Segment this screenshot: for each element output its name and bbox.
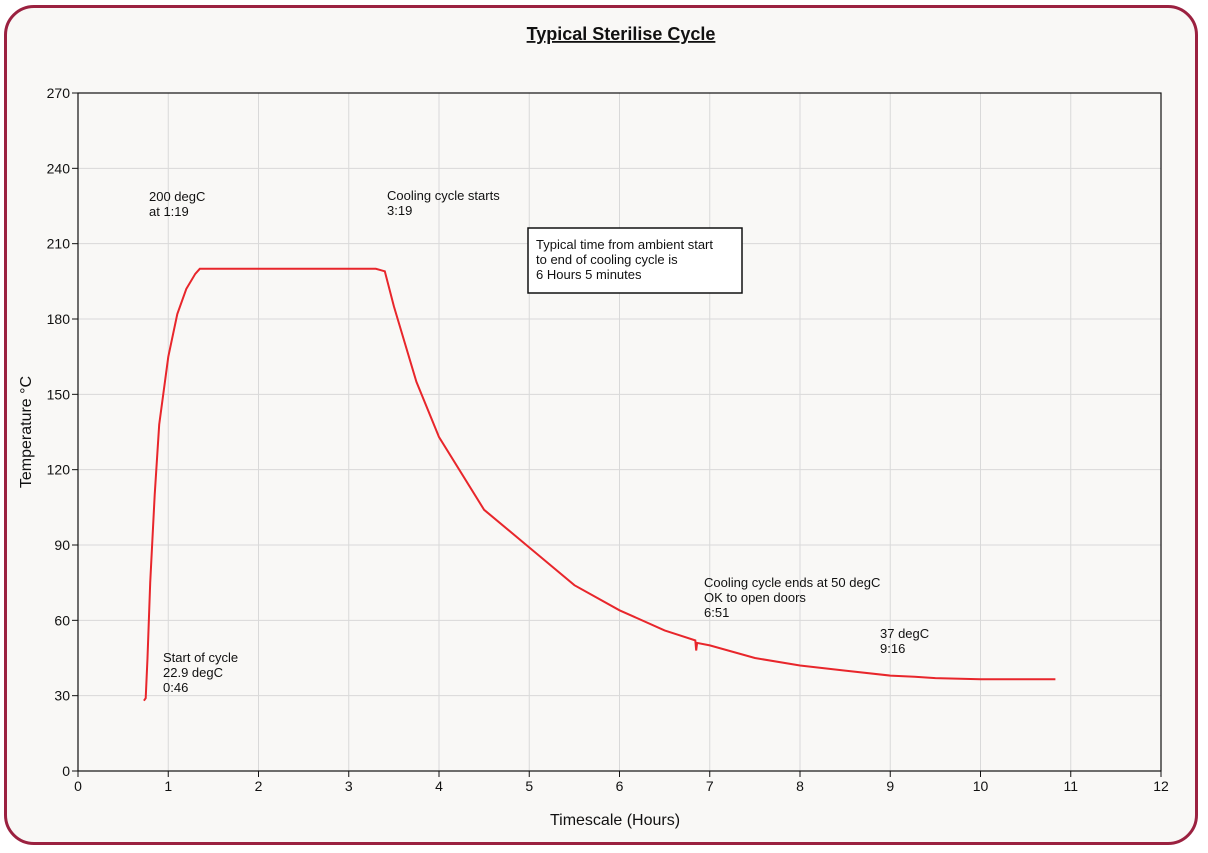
y-tick-label: 0 <box>62 763 70 779</box>
annotation-line: 9:16 <box>880 641 905 656</box>
y-tick-label: 60 <box>54 612 70 628</box>
x-tick-label: 2 <box>255 778 263 794</box>
annotation-line: 3:19 <box>387 203 412 218</box>
annotation-line: 200 degC <box>149 189 205 204</box>
chart-frame <box>4 5 1198 845</box>
x-tick-label: 1 <box>164 778 172 794</box>
y-tick-label: 240 <box>47 160 71 176</box>
x-tick-label: 8 <box>796 778 804 794</box>
x-tick-label: 7 <box>706 778 714 794</box>
annotation-line: Start of cycle <box>163 650 238 665</box>
x-tick-label: 11 <box>1063 778 1078 794</box>
y-tick-label: 150 <box>47 386 71 402</box>
tick-layer: 0 1 2 3 4 5 6 7 8 9 10 11 12030609012015018021024027… <box>47 85 1169 794</box>
annotation-line: Cooling cycle starts <box>387 188 500 203</box>
annotation-line: Cooling cycle ends at 50 degC <box>704 575 880 590</box>
annotation-line: to end of cooling cycle is <box>536 252 678 267</box>
y-tick-label: 270 <box>47 85 71 101</box>
y-axis-label: Temperature °C <box>18 376 35 488</box>
annotation-line: 6:51 <box>704 605 729 620</box>
annotation-line: 22.9 degC <box>163 665 223 680</box>
y-tick-label: 120 <box>47 462 71 478</box>
annotation-line: at 1:19 <box>149 204 189 219</box>
annotation: Cooling cycle starts 3:19 <box>387 188 500 218</box>
annotation-line: 6 Hours 5 minutes <box>536 267 642 282</box>
x-tick-label: 12 <box>1153 778 1169 794</box>
annotation-line: 37 degC <box>880 626 929 641</box>
y-tick-label: 210 <box>47 236 71 252</box>
x-tick-label: 6 <box>616 778 624 794</box>
annotation: 37 degC 9:16 <box>880 626 929 656</box>
x-tick-label: 9 <box>886 778 894 794</box>
x-tick-label: 3 <box>345 778 353 794</box>
y-tick-label: 180 <box>47 311 71 327</box>
annotation-line: Typical time from ambient start <box>536 237 713 252</box>
x-axis-label: Timescale (Hours) <box>550 812 680 829</box>
annotation-line: 0:46 <box>163 680 188 695</box>
annotation-box <box>527 227 743 294</box>
x-tick-label: 4 <box>435 778 443 794</box>
x-tick-label: 5 <box>525 778 533 794</box>
chart-title: Typical Sterilise Cycle <box>527 24 716 44</box>
y-tick-label: 30 <box>54 688 70 704</box>
x-tick-label: 10 <box>973 778 989 794</box>
annotation-line: OK to open doors <box>704 590 806 605</box>
grid-layer <box>77 92 1162 772</box>
x-tick-label: 0 <box>74 778 82 794</box>
temperature-series-line <box>143 267 1056 702</box>
y-tick-label: 90 <box>54 537 70 553</box>
